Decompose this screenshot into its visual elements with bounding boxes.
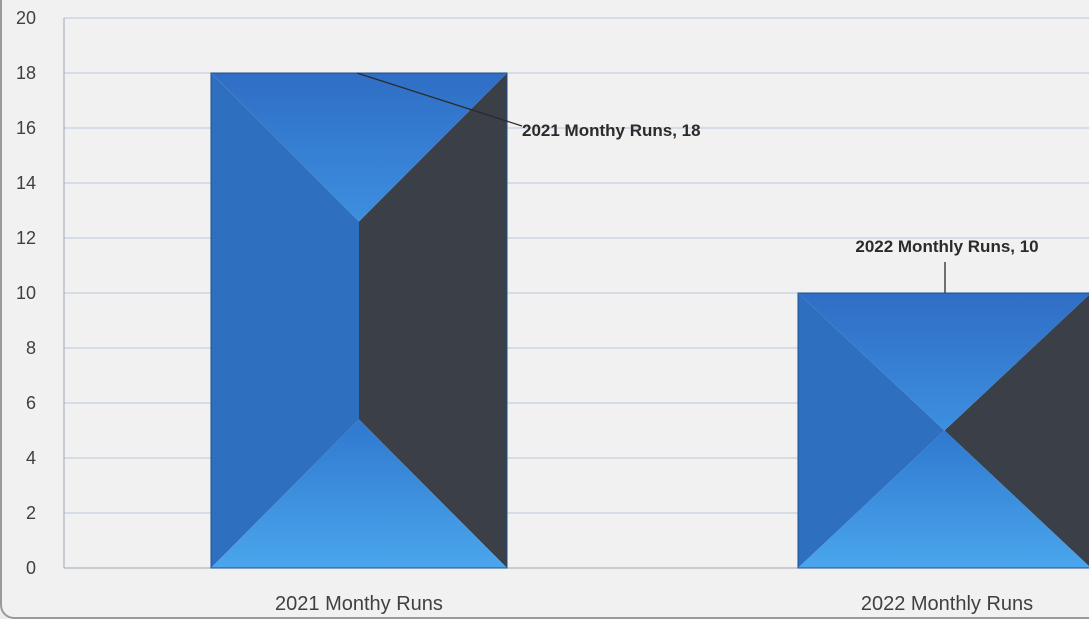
bar-top-face (211, 73, 507, 222)
labels: 0 2 4 6 8 10 12 14 16 18 20 2021 Monthy Runs 2021 Mo… (16, 8, 1039, 615)
data-label-leader (356, 72, 523, 127)
y-tick-label: 8 (26, 338, 36, 358)
y-tick-label: 0 (26, 558, 36, 578)
bars (210, 72, 1089, 569)
y-tick-label: 16 (16, 118, 36, 138)
x-category-label: 2021 Monthy Runs (275, 593, 443, 615)
y-tick-label: 4 (26, 448, 36, 468)
y-tick-label: 18 (16, 63, 36, 83)
x-category-label: 2022 Monthly Runs (861, 593, 1033, 615)
y-tick-label: 6 (26, 393, 36, 413)
y-tick-label: 12 (16, 228, 36, 248)
bar-left-face (211, 73, 359, 568)
bar-left-face (798, 293, 945, 568)
bar-top-face (798, 293, 1089, 431)
y-tick-label: 14 (16, 173, 36, 193)
bar-bottom-face (798, 430, 1089, 568)
data-label: 2021 Monthy Runs, 18 (522, 121, 701, 140)
data-label: 2022 Monthly Runs, 10 (855, 237, 1038, 256)
bar-right-face (359, 73, 507, 568)
y-tick-label: 2 (26, 503, 36, 523)
y-tick-label: 10 (16, 283, 36, 303)
bar-right-face (944, 294, 1089, 567)
bar-bottom-face (211, 419, 507, 568)
y-tick-label: 20 (16, 8, 36, 28)
